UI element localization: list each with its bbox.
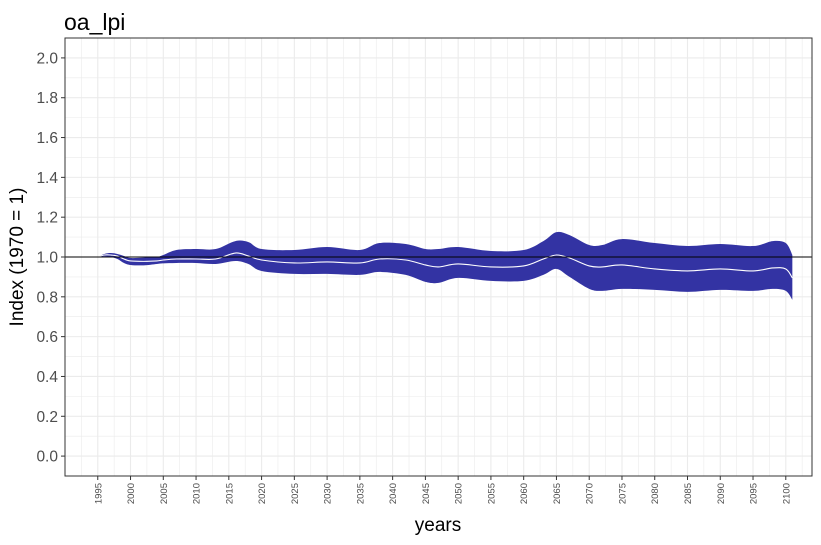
x-tick-label: 2060 (519, 483, 530, 504)
x-tick-label: 2025 (290, 483, 301, 504)
x-axis: 1995 2000 2005 2010 2015 2020 2025 2030 2035 2040… (93, 476, 792, 504)
x-tick-label: 2035 (355, 483, 366, 504)
y-tick-label: 1.6 (36, 130, 58, 147)
x-tick-label: 2075 (617, 483, 628, 504)
x-tick-label: 2080 (650, 483, 661, 504)
y-tick-label: 2.0 (36, 50, 58, 67)
x-tick-label: 2010 (192, 483, 203, 504)
y-tick-label: 1.2 (36, 210, 58, 227)
x-tick-label: 2070 (585, 483, 596, 504)
y-tick-label: 1.4 (36, 170, 58, 187)
x-axis-title: years (415, 515, 461, 536)
x-tick-label: 2085 (683, 483, 694, 504)
x-tick-label: 2100 (781, 483, 792, 504)
y-axis-title: Index (1970 = 1) (7, 188, 28, 327)
x-tick-label: 2030 (323, 483, 334, 504)
x-tick-label: 2015 (224, 483, 235, 504)
y-axis: 0.0 0.2 0.4 0.6 0.8 1.0 1.2 1.4 1.6 1.8 2.0 (36, 50, 65, 466)
y-tick-label: 0.4 (36, 369, 58, 386)
x-tick-label: 2005 (159, 483, 170, 504)
y-tick-label: 1.0 (36, 250, 58, 267)
x-tick-label: 2020 (257, 483, 268, 504)
y-tick-label: 0.6 (36, 329, 58, 346)
y-tick-label: 0.0 (36, 449, 58, 466)
x-tick-label: 2090 (716, 483, 727, 504)
x-tick-label: 2045 (421, 483, 432, 504)
x-tick-label: 2050 (454, 483, 465, 504)
chart-title: oa_lpi (64, 9, 125, 35)
x-tick-label: 1995 (93, 483, 104, 504)
x-tick-label: 2000 (126, 483, 137, 504)
index-line (97, 252, 793, 279)
x-tick-label: 2040 (388, 483, 399, 504)
x-tick-label: 2065 (552, 483, 563, 504)
x-tick-label: 2055 (486, 483, 497, 504)
plot-marks (65, 231, 812, 300)
y-tick-label: 0.8 (36, 289, 58, 306)
y-tick-label: 1.8 (36, 90, 58, 107)
y-tick-label: 0.2 (36, 409, 58, 426)
x-tick-label: 2095 (749, 483, 760, 504)
